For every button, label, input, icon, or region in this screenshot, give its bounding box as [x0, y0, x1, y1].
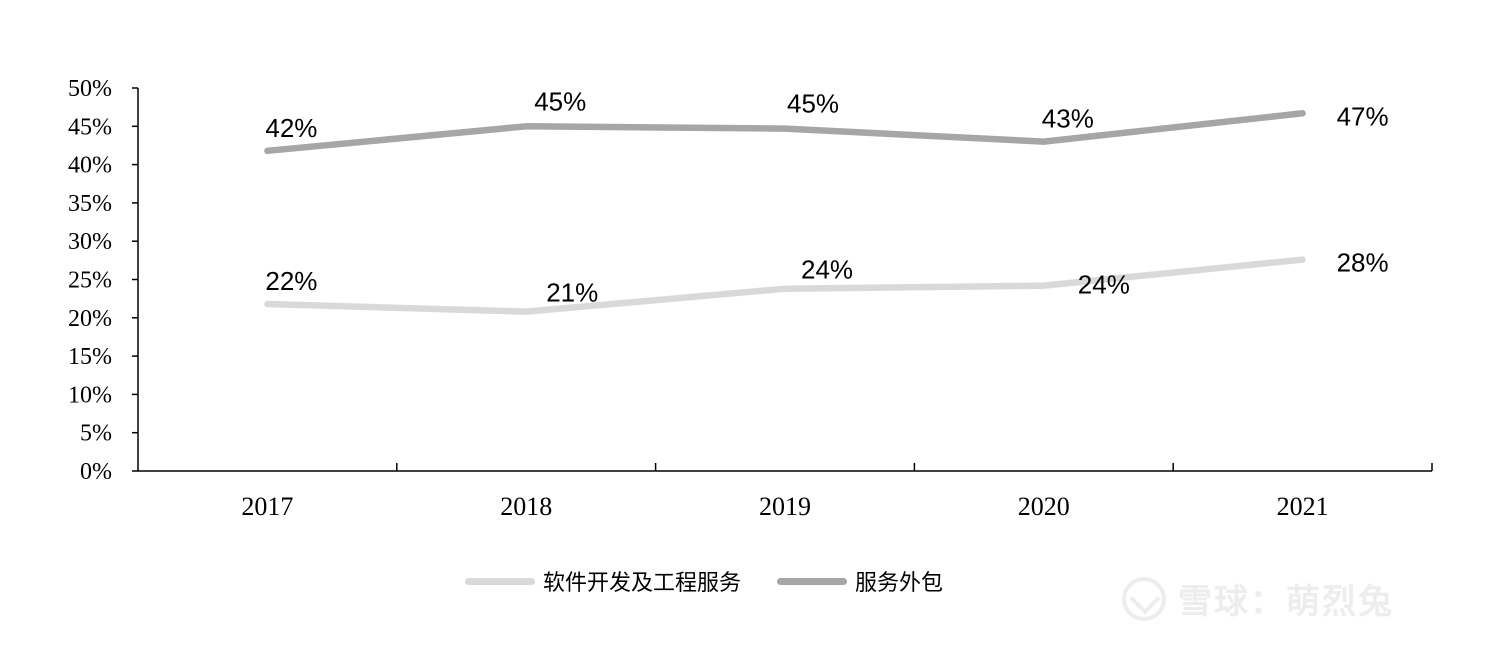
series-line-1: [264, 256, 1306, 315]
data-label-series-1: 21%: [546, 278, 598, 308]
y-tick-label: 40%: [68, 153, 112, 179]
legend-swatch-series-2: [777, 577, 848, 585]
x-tick-label: 2017: [241, 492, 293, 521]
y-tick-label: 20%: [68, 306, 112, 332]
series-line-2: [264, 110, 1306, 155]
y-tick-label: 30%: [68, 229, 112, 255]
data-label-series-1: 28%: [1337, 248, 1389, 278]
y-tick-label: 15%: [68, 344, 112, 370]
data-label-series-2: 42%: [265, 113, 317, 143]
data-label-series-1: 24%: [1078, 270, 1130, 300]
watermark: 雪球：萌烈兔: [1122, 574, 1394, 623]
legend-label-series-1: 软件开发及工程服务: [543, 571, 742, 596]
data-label-series-2: 45%: [534, 86, 586, 116]
y-tick-label: 25%: [68, 268, 112, 294]
snowball-logo-icon: [1122, 576, 1166, 621]
legend-label-series-2: 服务外包: [855, 571, 944, 596]
x-tick-label: 2018: [500, 492, 552, 521]
y-tick-label: 45%: [68, 114, 112, 140]
data-label-series-2: 47%: [1337, 101, 1389, 131]
data-label-series-1: 22%: [265, 266, 317, 296]
data-label-series-2: 43%: [1042, 104, 1094, 134]
legend-item-series-2: 服务外包: [777, 565, 943, 597]
x-tick-label: 2020: [1018, 492, 1070, 521]
data-label-series-1: 24%: [801, 255, 853, 285]
legend-item-series-1: 软件开发及工程服务: [465, 565, 741, 597]
data-label-series-2: 45%: [787, 89, 839, 119]
x-tick-label: 2019: [759, 492, 811, 521]
y-tick-label: 35%: [68, 191, 112, 217]
y-tick-label: 0%: [80, 459, 112, 485]
watermark-text: 雪球：萌烈兔: [1178, 582, 1394, 622]
y-tick-label: 10%: [68, 382, 112, 408]
y-tick-label: 50%: [68, 76, 112, 102]
legend: 软件开发及工程服务 服务外包: [465, 565, 979, 597]
legend-swatch-series-1: [465, 577, 535, 585]
y-tick-label: 5%: [80, 421, 112, 447]
x-tick-label: 2021: [1277, 492, 1329, 521]
